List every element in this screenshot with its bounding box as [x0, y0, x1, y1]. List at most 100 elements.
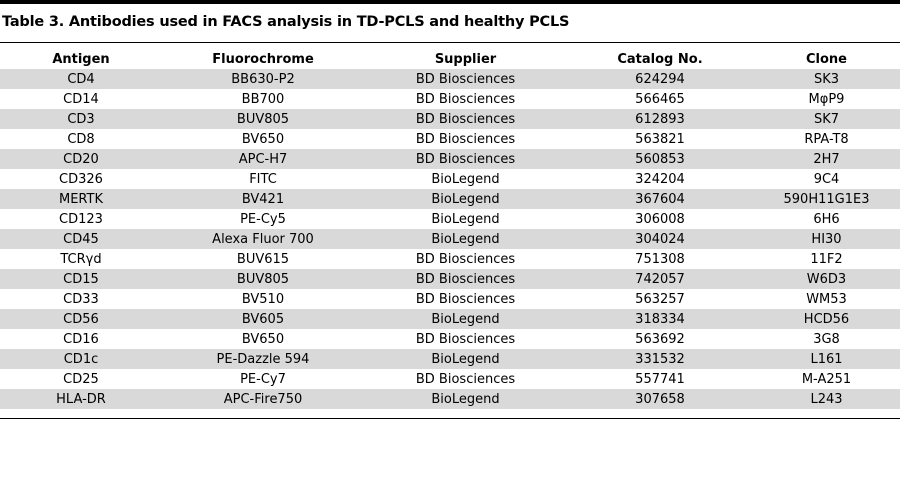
cell-clone: SK7 [813, 111, 840, 127]
cell-antigen: CD1c [63, 351, 99, 367]
cell-fluorochrome: BV421 [241, 191, 285, 207]
cell-antigen: CD8 [67, 131, 95, 147]
cell-fluorochrome: BUV805 [236, 271, 290, 287]
cell-supplier: BioLegend [431, 211, 500, 227]
cell-clone: RPA-T8 [804, 131, 849, 147]
cell-supplier: BD Biosciences [415, 291, 516, 307]
cell-supplier: BD Biosciences [415, 111, 516, 127]
cell-supplier: BD Biosciences [415, 151, 516, 167]
table-row: CD3 BUV805 BD Biosciences 612893 SK7 [0, 109, 900, 129]
cell-fluorochrome: BV650 [241, 131, 285, 147]
cell-fluorochrome: APC-Fire750 [223, 391, 303, 407]
cell-catalog-no: 557741 [635, 371, 685, 387]
cell-antigen: MERTK [59, 191, 103, 207]
table-header-row: Antigen Fluorochrome Supplier Catalog No… [0, 49, 900, 69]
cell-fluorochrome: APC-H7 [238, 151, 288, 167]
cell-clone: 11F2 [810, 251, 843, 267]
cell-antigen: HLA-DR [56, 391, 106, 407]
cell-clone: 9C4 [813, 171, 840, 187]
table-row: HLA-DR APC-Fire750 BioLegend 307658 L243 [0, 389, 900, 409]
top-rule [0, 0, 900, 4]
cell-supplier: BioLegend [431, 351, 500, 367]
cell-supplier: BD Biosciences [415, 71, 516, 87]
column-header-catalog-no: Catalog No. [617, 51, 703, 67]
cell-clone: HI30 [811, 231, 842, 247]
cell-antigen: CD20 [63, 151, 99, 167]
cell-antigen: CD16 [63, 331, 99, 347]
cell-catalog-no: 307658 [635, 391, 685, 407]
table-row: CD4 BB630-P2 BD Biosciences 624294 SK3 [0, 69, 900, 89]
cell-clone: 6H6 [813, 211, 840, 227]
cell-antigen: TCRγd [60, 251, 102, 267]
table-title: Table 3. Antibodies used in FACS analysi… [2, 14, 570, 30]
table-row: CD15 BUV805 BD Biosciences 742057 W6D3 [0, 269, 900, 289]
table-body: CD4 BB630-P2 BD Biosciences 624294 SK3 CD14 BB… [0, 69, 900, 409]
table-row: CD33 BV510 BD Biosciences 563257 WM53 [0, 289, 900, 309]
column-header-antigen: Antigen [52, 51, 110, 67]
cell-catalog-no: 612893 [635, 111, 685, 127]
cell-fluorochrome: BV650 [241, 331, 285, 347]
antibody-table: Antigen Fluorochrome Supplier Catalog No… [0, 49, 900, 409]
cell-antigen: CD123 [59, 211, 103, 227]
table-row: CD56 BV605 BioLegend 318334 HCD56 [0, 309, 900, 329]
cell-clone: MφP9 [808, 91, 845, 107]
cell-supplier: BioLegend [431, 231, 500, 247]
cell-supplier: BD Biosciences [415, 91, 516, 107]
cell-supplier: BD Biosciences [415, 371, 516, 387]
cell-catalog-no: 563821 [635, 131, 685, 147]
cell-catalog-no: 751308 [635, 251, 685, 267]
bottom-rule [0, 418, 900, 419]
cell-clone: SK3 [813, 71, 840, 87]
table-row: CD20 APC-H7 BD Biosciences 560853 2H7 [0, 149, 900, 169]
cell-fluorochrome: BB700 [241, 91, 285, 107]
cell-antigen: CD15 [63, 271, 99, 287]
cell-catalog-no: 367604 [635, 191, 685, 207]
cell-antigen: CD56 [63, 311, 99, 327]
cell-supplier: BioLegend [431, 171, 500, 187]
cell-catalog-no: 331532 [635, 351, 685, 367]
table-row: CD123 PE-Cy5 BioLegend 306008 6H6 [0, 209, 900, 229]
cell-supplier: BD Biosciences [415, 131, 516, 147]
cell-catalog-no: 318334 [635, 311, 685, 327]
cell-catalog-no: 742057 [635, 271, 685, 287]
cell-antigen: CD33 [63, 291, 99, 307]
cell-fluorochrome: FITC [249, 171, 277, 187]
cell-clone: M-A251 [801, 371, 852, 387]
cell-antigen: CD14 [63, 91, 99, 107]
header-rule [0, 42, 900, 43]
table-row: CD326 FITC BioLegend 324204 9C4 [0, 169, 900, 189]
cell-fluorochrome: BV605 [241, 311, 285, 327]
column-header-supplier: Supplier [434, 51, 497, 67]
cell-antigen: CD3 [67, 111, 95, 127]
table-row: TCRγd BUV615 BD Biosciences 751308 11F2 [0, 249, 900, 269]
cell-clone: W6D3 [806, 271, 847, 287]
cell-catalog-no: 324204 [635, 171, 685, 187]
cell-clone: L161 [810, 351, 843, 367]
cell-supplier: BD Biosciences [415, 331, 516, 347]
table-row: CD25 PE-Cy7 BD Biosciences 557741 M-A251 [0, 369, 900, 389]
cell-antigen: CD25 [63, 371, 99, 387]
table-row: CD8 BV650 BD Biosciences 563821 RPA-T8 [0, 129, 900, 149]
cell-supplier: BD Biosciences [415, 251, 516, 267]
cell-fluorochrome: BV510 [241, 291, 285, 307]
cell-supplier: BioLegend [431, 391, 500, 407]
table-row: CD45 Alexa Fluor 700 BioLegend 304024 HI30 [0, 229, 900, 249]
cell-catalog-no: 624294 [635, 71, 685, 87]
cell-catalog-no: 563257 [635, 291, 685, 307]
cell-antigen: CD326 [59, 171, 103, 187]
column-header-clone: Clone [806, 51, 847, 67]
cell-clone: 590H11G1E3 [783, 191, 870, 207]
table-row: CD14 BB700 BD Biosciences 566465 MφP9 [0, 89, 900, 109]
cell-clone: HCD56 [803, 311, 850, 327]
cell-fluorochrome: BB630-P2 [231, 71, 295, 87]
cell-clone: L243 [810, 391, 843, 407]
cell-clone: 2H7 [813, 151, 840, 167]
cell-fluorochrome: BUV615 [236, 251, 290, 267]
table-row: CD1c PE-Dazzle 594 BioLegend 331532 L161 [0, 349, 900, 369]
cell-catalog-no: 566465 [635, 91, 685, 107]
cell-clone: 3G8 [813, 331, 840, 347]
cell-supplier: BD Biosciences [415, 271, 516, 287]
cell-catalog-no: 306008 [635, 211, 685, 227]
cell-fluorochrome: Alexa Fluor 700 [212, 231, 314, 247]
table-row: MERTK BV421 BioLegend 367604 590H11G1E3 [0, 189, 900, 209]
